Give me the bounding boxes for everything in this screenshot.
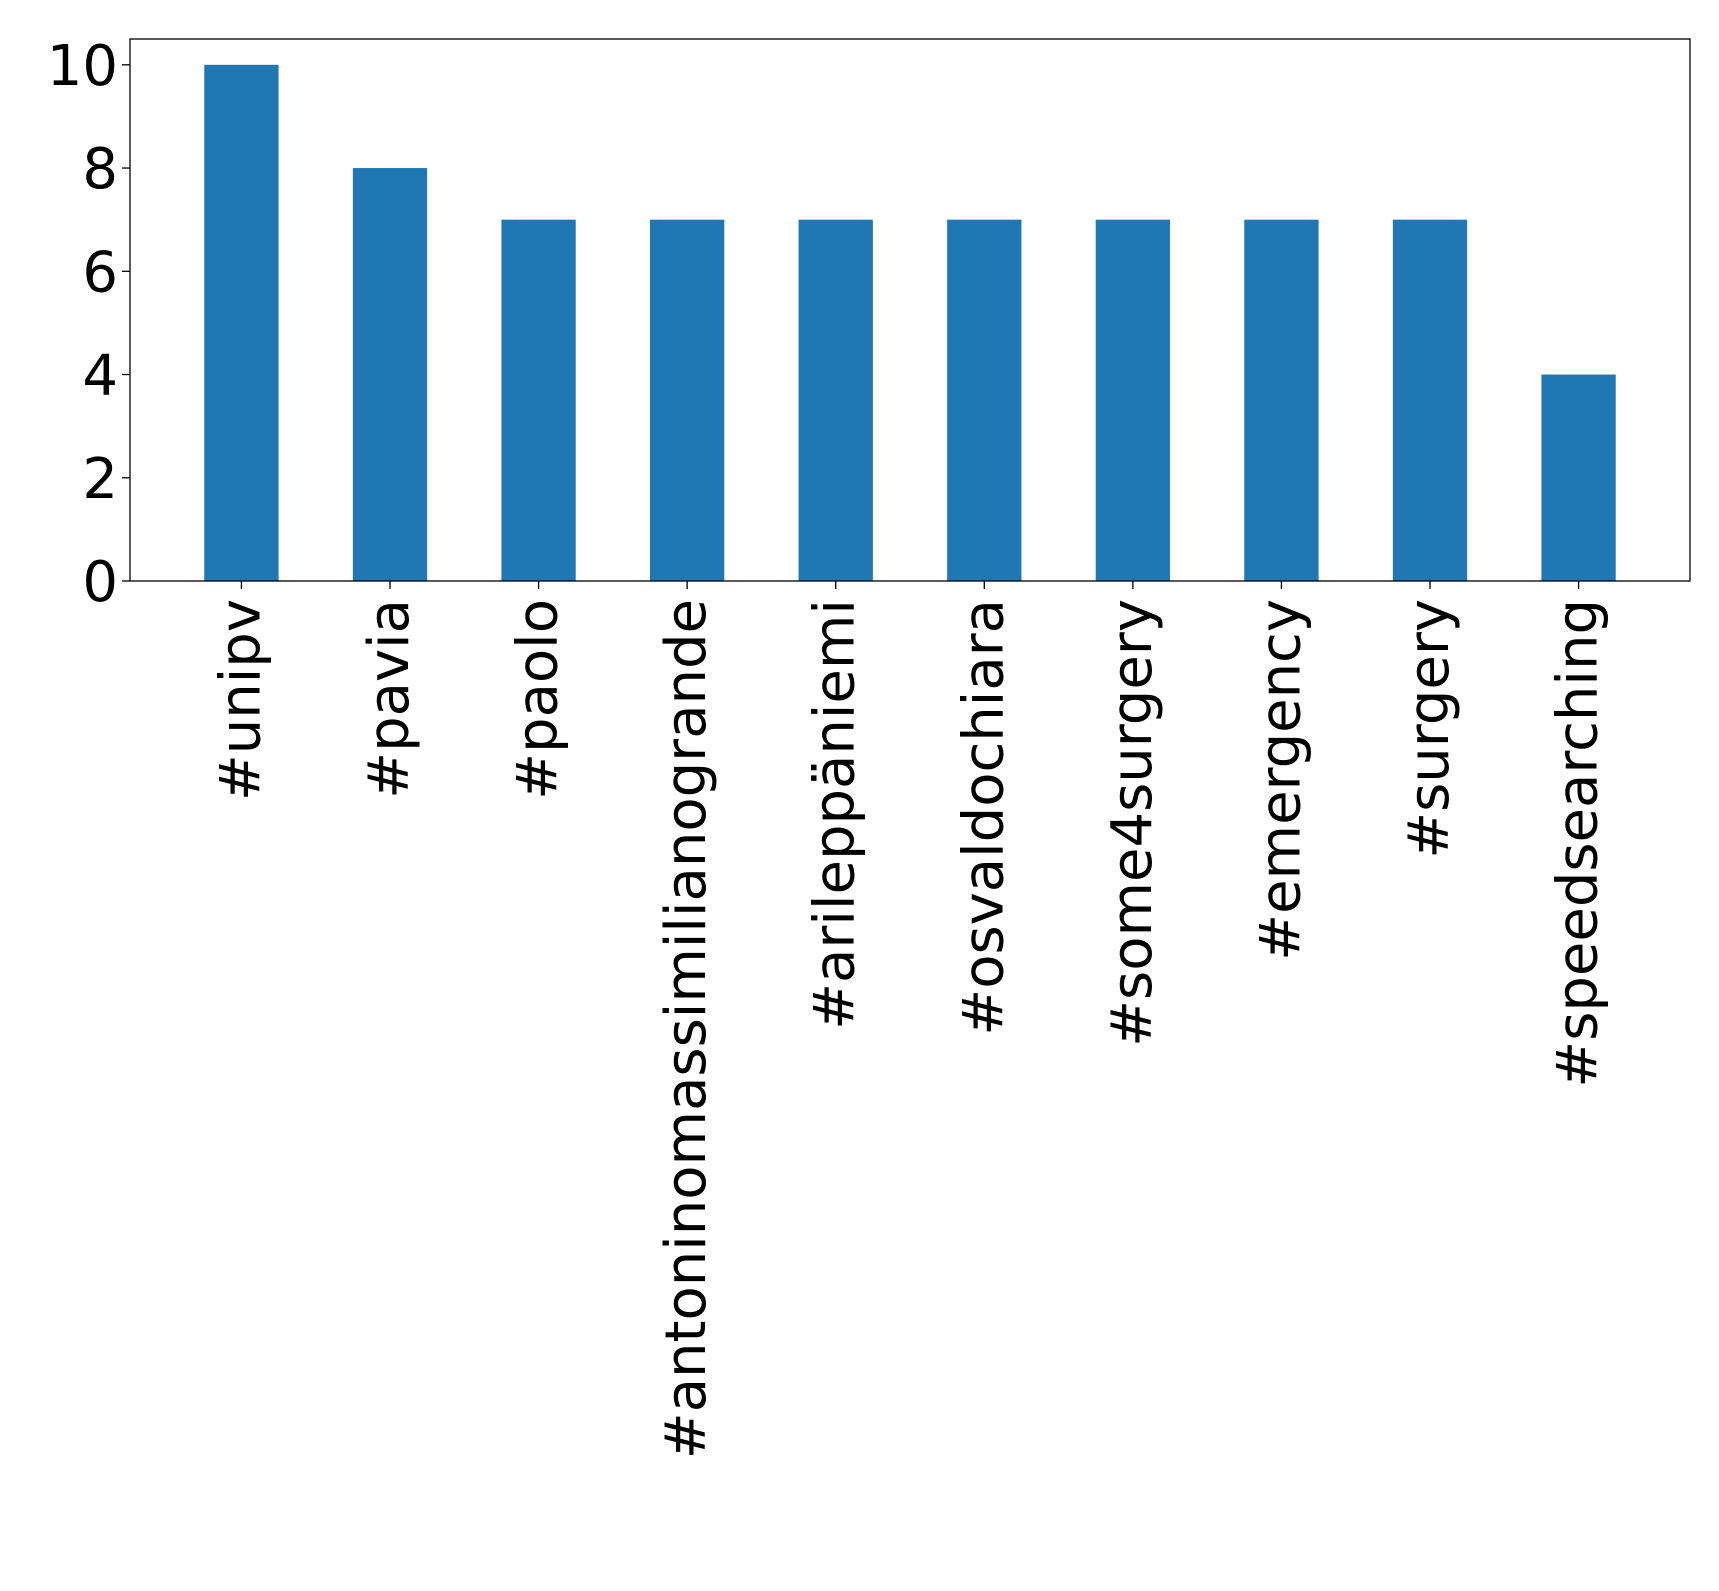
bar	[947, 219, 1022, 581]
y-tick-label: 8	[82, 137, 118, 202]
bar	[798, 219, 873, 581]
plot-frame	[129, 38, 1691, 582]
y-tick-label: 0	[82, 550, 118, 615]
bar	[1392, 219, 1468, 581]
bar	[204, 64, 279, 582]
y-axis: 0 2 4 6 8 10	[47, 34, 130, 615]
bars-layer	[204, 64, 1616, 582]
x-tick-label: #paolo	[506, 599, 571, 800]
x-tick-label: #some4surgery	[1100, 599, 1165, 1047]
x-tick-label: #surgery	[1397, 599, 1462, 859]
x-tick-label: #antoninomassimilianogrande	[654, 599, 719, 1459]
y-tick-label: 2	[82, 447, 118, 512]
x-tick-label: #speedsearching	[1546, 599, 1611, 1088]
y-tick-label: 10	[47, 34, 118, 99]
bar	[1541, 374, 1616, 581]
x-tick-label: #osvaldochiara	[951, 599, 1016, 1036]
y-tick-label: 4	[82, 344, 118, 409]
bar	[1244, 219, 1319, 581]
bar	[650, 219, 725, 581]
bar	[1095, 219, 1170, 581]
bar	[352, 168, 428, 582]
x-axis: #unipv #pavia #paolo #antoninomassimilianog…	[208, 581, 1611, 1459]
y-tick-label: 6	[82, 240, 118, 305]
x-tick-label: #pavia	[357, 599, 422, 799]
x-tick-label: #arileppäniemi	[803, 599, 868, 1030]
x-tick-label: #unipv	[208, 599, 273, 801]
x-tick-label: #emergency	[1248, 599, 1313, 961]
bar	[501, 219, 576, 581]
